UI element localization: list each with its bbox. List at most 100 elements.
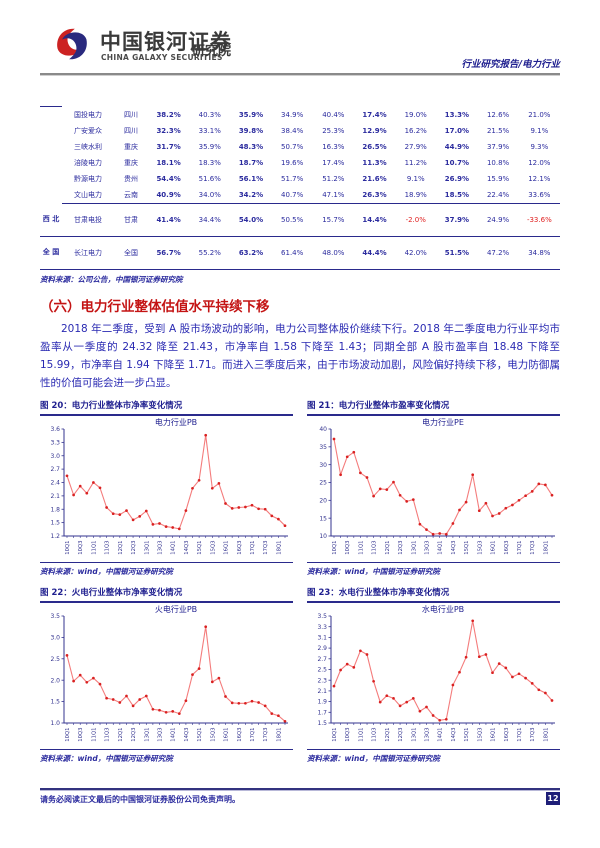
figure-23-source: 资料来源：wind，中国银河证券研究院 [307, 754, 440, 763]
value-cell: 18.7% [238, 158, 264, 167]
svg-text:17Q1: 17Q1 [517, 541, 523, 555]
svg-text:14Q1: 14Q1 [438, 728, 444, 742]
value-cell: 21.6% [362, 174, 387, 183]
company-name: 国投电力 [74, 110, 102, 119]
svg-text:1.5: 1.5 [317, 720, 327, 727]
svg-text:14Q1: 14Q1 [438, 541, 444, 555]
region-group-label: 全 国 [40, 236, 62, 270]
svg-text:2.1: 2.1 [317, 688, 327, 695]
value-cell: 41.4% [148, 203, 190, 237]
value-cell: 44.4% [353, 236, 396, 270]
footer-disclaimer: 请务必阅读正文最后的中国银河证券股份公司免责声明。 [40, 795, 240, 804]
table-row: 黔源电力 贵州 54.4% 51.6% 56.1% 51.7% 51.2% 21.6% 9.1%… [40, 171, 560, 187]
svg-text:15Q1: 15Q1 [197, 728, 203, 742]
province-name: 四川 [124, 110, 138, 119]
svg-text:11Q3: 11Q3 [105, 541, 111, 555]
svg-text:16Q1: 16Q1 [491, 541, 497, 555]
svg-text:10Q3: 10Q3 [345, 541, 351, 555]
svg-text:15Q3: 15Q3 [477, 728, 483, 742]
svg-text:11Q3: 11Q3 [372, 541, 378, 555]
svg-text:18Q1: 18Q1 [276, 541, 282, 555]
svg-text:20: 20 [319, 497, 327, 504]
value-cell: 55.2% [189, 236, 231, 270]
svg-text:1.5: 1.5 [50, 520, 60, 527]
svg-text:18Q1: 18Q1 [543, 728, 549, 742]
value-cell: 12.9% [362, 126, 387, 135]
table-row: 涪陵电力 重庆 18.1% 18.3% 18.7% 19.6% 17.4% 11.3% 11.2… [40, 155, 560, 171]
value-cell: 24.9% [477, 203, 519, 237]
value-cell: 17.4% [362, 110, 387, 119]
svg-text:12Q3: 12Q3 [131, 541, 137, 555]
value-cell: 17.0% [444, 126, 470, 135]
svg-text:12Q3: 12Q3 [398, 541, 404, 555]
svg-text:12Q1: 12Q1 [118, 541, 124, 555]
value-cell: -33.6% [518, 203, 560, 237]
value-cell: 15.7% [312, 203, 354, 237]
value-cell: 26.3% [353, 186, 396, 204]
table-row: 全 国长江电力 全国 56.7% 55.2% 63.2% 61.4% 48.0% 44.4% 4… [40, 236, 560, 270]
galaxy-logo-icon [57, 28, 87, 60]
svg-text:13Q1: 13Q1 [144, 541, 150, 555]
svg-text:15Q3: 15Q3 [210, 541, 216, 555]
value-cell: 34.4% [189, 203, 231, 237]
svg-text:16Q3: 16Q3 [504, 541, 510, 555]
value-cell: 56.7% [148, 236, 190, 270]
svg-text:16Q3: 16Q3 [237, 541, 243, 555]
province-name: 甘肃 [114, 203, 148, 237]
value-cell: 10.7% [444, 158, 470, 167]
svg-text:2.7: 2.7 [50, 466, 60, 473]
svg-text:3.6: 3.6 [50, 426, 60, 433]
table-row: 文山电力 云南 40.9% 34.0% 34.2% 40.7% 47.1% 26.3% 18.9… [40, 186, 560, 204]
svg-text:25: 25 [319, 480, 327, 487]
svg-text:11Q1: 11Q1 [91, 541, 97, 555]
svg-text:15Q1: 15Q1 [464, 541, 470, 555]
figure-23: 图 23：水电行业整体市净率变化情况 水电行业PB 1.5 1.7 1.9 2.1 2.3… [307, 586, 560, 764]
svg-text:18Q1: 18Q1 [543, 541, 549, 555]
svg-text:13Q1: 13Q1 [144, 728, 150, 742]
value-cell: 34.9% [281, 110, 304, 119]
value-cell: 44.9% [444, 142, 470, 151]
value-cell: 18.5% [436, 186, 478, 204]
svg-text:3.0: 3.0 [50, 453, 60, 460]
value-cell: 16.2% [404, 126, 427, 135]
figure-21-title: 图 21：电力行业整体市盈率变化情况 [307, 399, 560, 416]
province-name: 云南 [114, 186, 148, 204]
svg-text:2.7: 2.7 [317, 656, 327, 663]
value-cell: 11.2% [404, 158, 427, 167]
figure-grid: 图 20：电力行业整体市净率变化情况 电力行业PB 1.2 1.5 1.8 2.1 2.4… [40, 399, 560, 764]
svg-text:18Q1: 18Q1 [276, 728, 282, 742]
svg-text:1.8: 1.8 [50, 506, 60, 513]
svg-text:2.1: 2.1 [50, 493, 60, 500]
svg-text:2.0: 2.0 [50, 677, 60, 684]
figure-21: 图 21：电力行业整体市盈率变化情况 电力行业PE 10 15 20 25 30 35 40 1… [307, 399, 560, 577]
svg-text:16Q3: 16Q3 [504, 728, 510, 742]
svg-text:3.5: 3.5 [317, 613, 327, 620]
svg-text:10Q1: 10Q1 [65, 728, 71, 742]
value-cell: 34.0% [189, 186, 231, 204]
svg-text:10Q3: 10Q3 [345, 728, 351, 742]
value-cell: 9.1% [530, 126, 549, 135]
figure-20-title: 图 20：电力行业整体市净率变化情况 [40, 399, 293, 416]
svg-text:11Q3: 11Q3 [105, 728, 111, 742]
figure-22-chart: 火电行业PB 1.0 1.5 2.0 2.5 3.0 3.5 10Q1 10Q3 11Q1 11Q3… [50, 604, 288, 742]
value-cell: 56.1% [238, 174, 264, 183]
value-cell: 12.1% [528, 174, 551, 183]
value-cell: 25.3% [322, 126, 345, 135]
svg-text:13Q3: 13Q3 [157, 541, 163, 555]
svg-text:12Q3: 12Q3 [398, 728, 404, 742]
value-cell: 47.2% [477, 236, 519, 270]
section-paragraph: 2018 年二季度，受到 A 股市场波动的影响，电力公司整体股价继续下行。201… [40, 323, 560, 389]
company-name: 甘肃电投 [62, 203, 114, 237]
svg-text:火电行业PB: 火电行业PB [155, 604, 197, 614]
region-group-label [40, 106, 62, 203]
brand-name-en: CHINA GALAXY SECURITIES [101, 53, 223, 62]
svg-text:2.9: 2.9 [317, 645, 327, 652]
svg-text:14Q3: 14Q3 [184, 728, 190, 742]
company-name: 三峡水利 [74, 142, 102, 151]
value-cell: 47.1% [312, 186, 354, 204]
svg-text:15: 15 [319, 515, 327, 522]
table-row: 西 北甘肃电投 甘肃 41.4% 34.4% 54.0% 50.5% 15.7% 14.4% -… [40, 203, 560, 237]
figure-20: 图 20：电力行业整体市净率变化情况 电力行业PB 1.2 1.5 1.8 2.1 2.4… [40, 399, 293, 577]
page-number-badge: 12 [546, 792, 560, 805]
value-cell: 16.3% [322, 142, 345, 151]
